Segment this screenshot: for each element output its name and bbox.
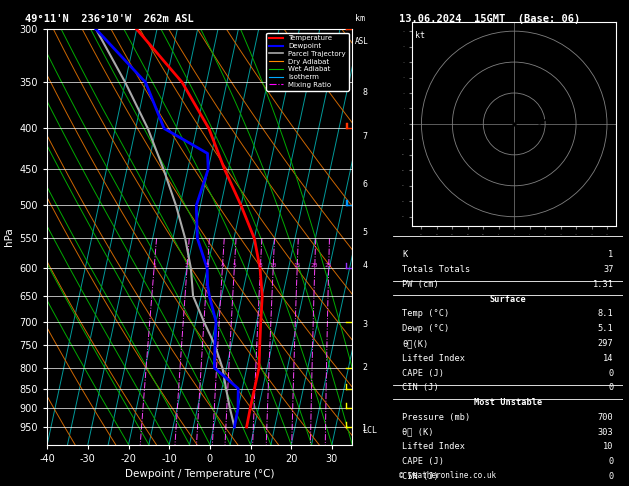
Text: 297: 297: [598, 339, 613, 348]
Text: Lifted Index: Lifted Index: [403, 442, 465, 451]
Text: 1.31: 1.31: [593, 280, 613, 289]
Text: K: K: [403, 250, 408, 260]
Text: 2: 2: [185, 263, 189, 268]
Text: PW (cm): PW (cm): [403, 280, 439, 289]
Text: km: km: [355, 14, 365, 23]
Text: 10: 10: [603, 442, 613, 451]
X-axis label: Dewpoint / Temperature (°C): Dewpoint / Temperature (°C): [125, 469, 274, 479]
Text: CAPE (J): CAPE (J): [403, 368, 444, 378]
Text: 3: 3: [205, 263, 209, 268]
Text: 8: 8: [259, 263, 262, 268]
Text: LCL: LCL: [362, 426, 377, 435]
Text: 25: 25: [325, 263, 332, 268]
Text: 5.1: 5.1: [598, 324, 613, 333]
Text: 5: 5: [362, 227, 367, 237]
Text: 49°11'N  236°10'W  262m ASL: 49°11'N 236°10'W 262m ASL: [25, 14, 194, 24]
Text: Pressure (mb): Pressure (mb): [403, 413, 470, 422]
Text: 0: 0: [608, 383, 613, 392]
Text: CIN (J): CIN (J): [403, 472, 439, 481]
Text: 1: 1: [608, 250, 613, 260]
Text: 0: 0: [608, 368, 613, 378]
Text: 8: 8: [362, 87, 367, 97]
Text: 8.1: 8.1: [598, 310, 613, 318]
Text: 7: 7: [362, 133, 367, 141]
Text: 1: 1: [152, 263, 156, 268]
Text: θᴄ (K): θᴄ (K): [403, 428, 434, 436]
Text: Dewp (°C): Dewp (°C): [403, 324, 450, 333]
Text: © weatheronline.co.uk: © weatheronline.co.uk: [399, 471, 496, 480]
Text: Most Unstable: Most Unstable: [474, 398, 542, 407]
Text: ASL: ASL: [355, 37, 369, 47]
Text: Temp (°C): Temp (°C): [403, 310, 450, 318]
Text: 4: 4: [362, 261, 367, 270]
Text: 303: 303: [598, 428, 613, 436]
Text: 3: 3: [362, 320, 367, 329]
Text: 4: 4: [220, 263, 224, 268]
Text: Totals Totals: Totals Totals: [403, 265, 470, 274]
Text: 0: 0: [608, 472, 613, 481]
Text: Surface: Surface: [489, 295, 526, 304]
Text: kt: kt: [415, 31, 425, 40]
Text: 700: 700: [598, 413, 613, 422]
Text: Lifted Index: Lifted Index: [403, 354, 465, 363]
Text: CIN (J): CIN (J): [403, 383, 439, 392]
Text: 20: 20: [311, 263, 318, 268]
Text: 13.06.2024  15GMT  (Base: 06): 13.06.2024 15GMT (Base: 06): [399, 14, 581, 24]
Text: 15: 15: [293, 263, 301, 268]
Text: θᴄ(K): θᴄ(K): [403, 339, 428, 348]
Text: 37: 37: [603, 265, 613, 274]
Text: 0: 0: [608, 457, 613, 466]
Text: 2: 2: [362, 363, 367, 372]
Text: CAPE (J): CAPE (J): [403, 457, 444, 466]
Text: 1: 1: [362, 424, 367, 434]
Text: 14: 14: [603, 354, 613, 363]
Text: 6: 6: [362, 180, 367, 189]
Legend: Temperature, Dewpoint, Parcel Trajectory, Dry Adiabat, Wet Adiabat, Isotherm, Mi: Temperature, Dewpoint, Parcel Trajectory…: [266, 33, 348, 90]
Text: 10: 10: [269, 263, 277, 268]
Text: 5: 5: [232, 263, 236, 268]
Y-axis label: hPa: hPa: [4, 227, 14, 246]
